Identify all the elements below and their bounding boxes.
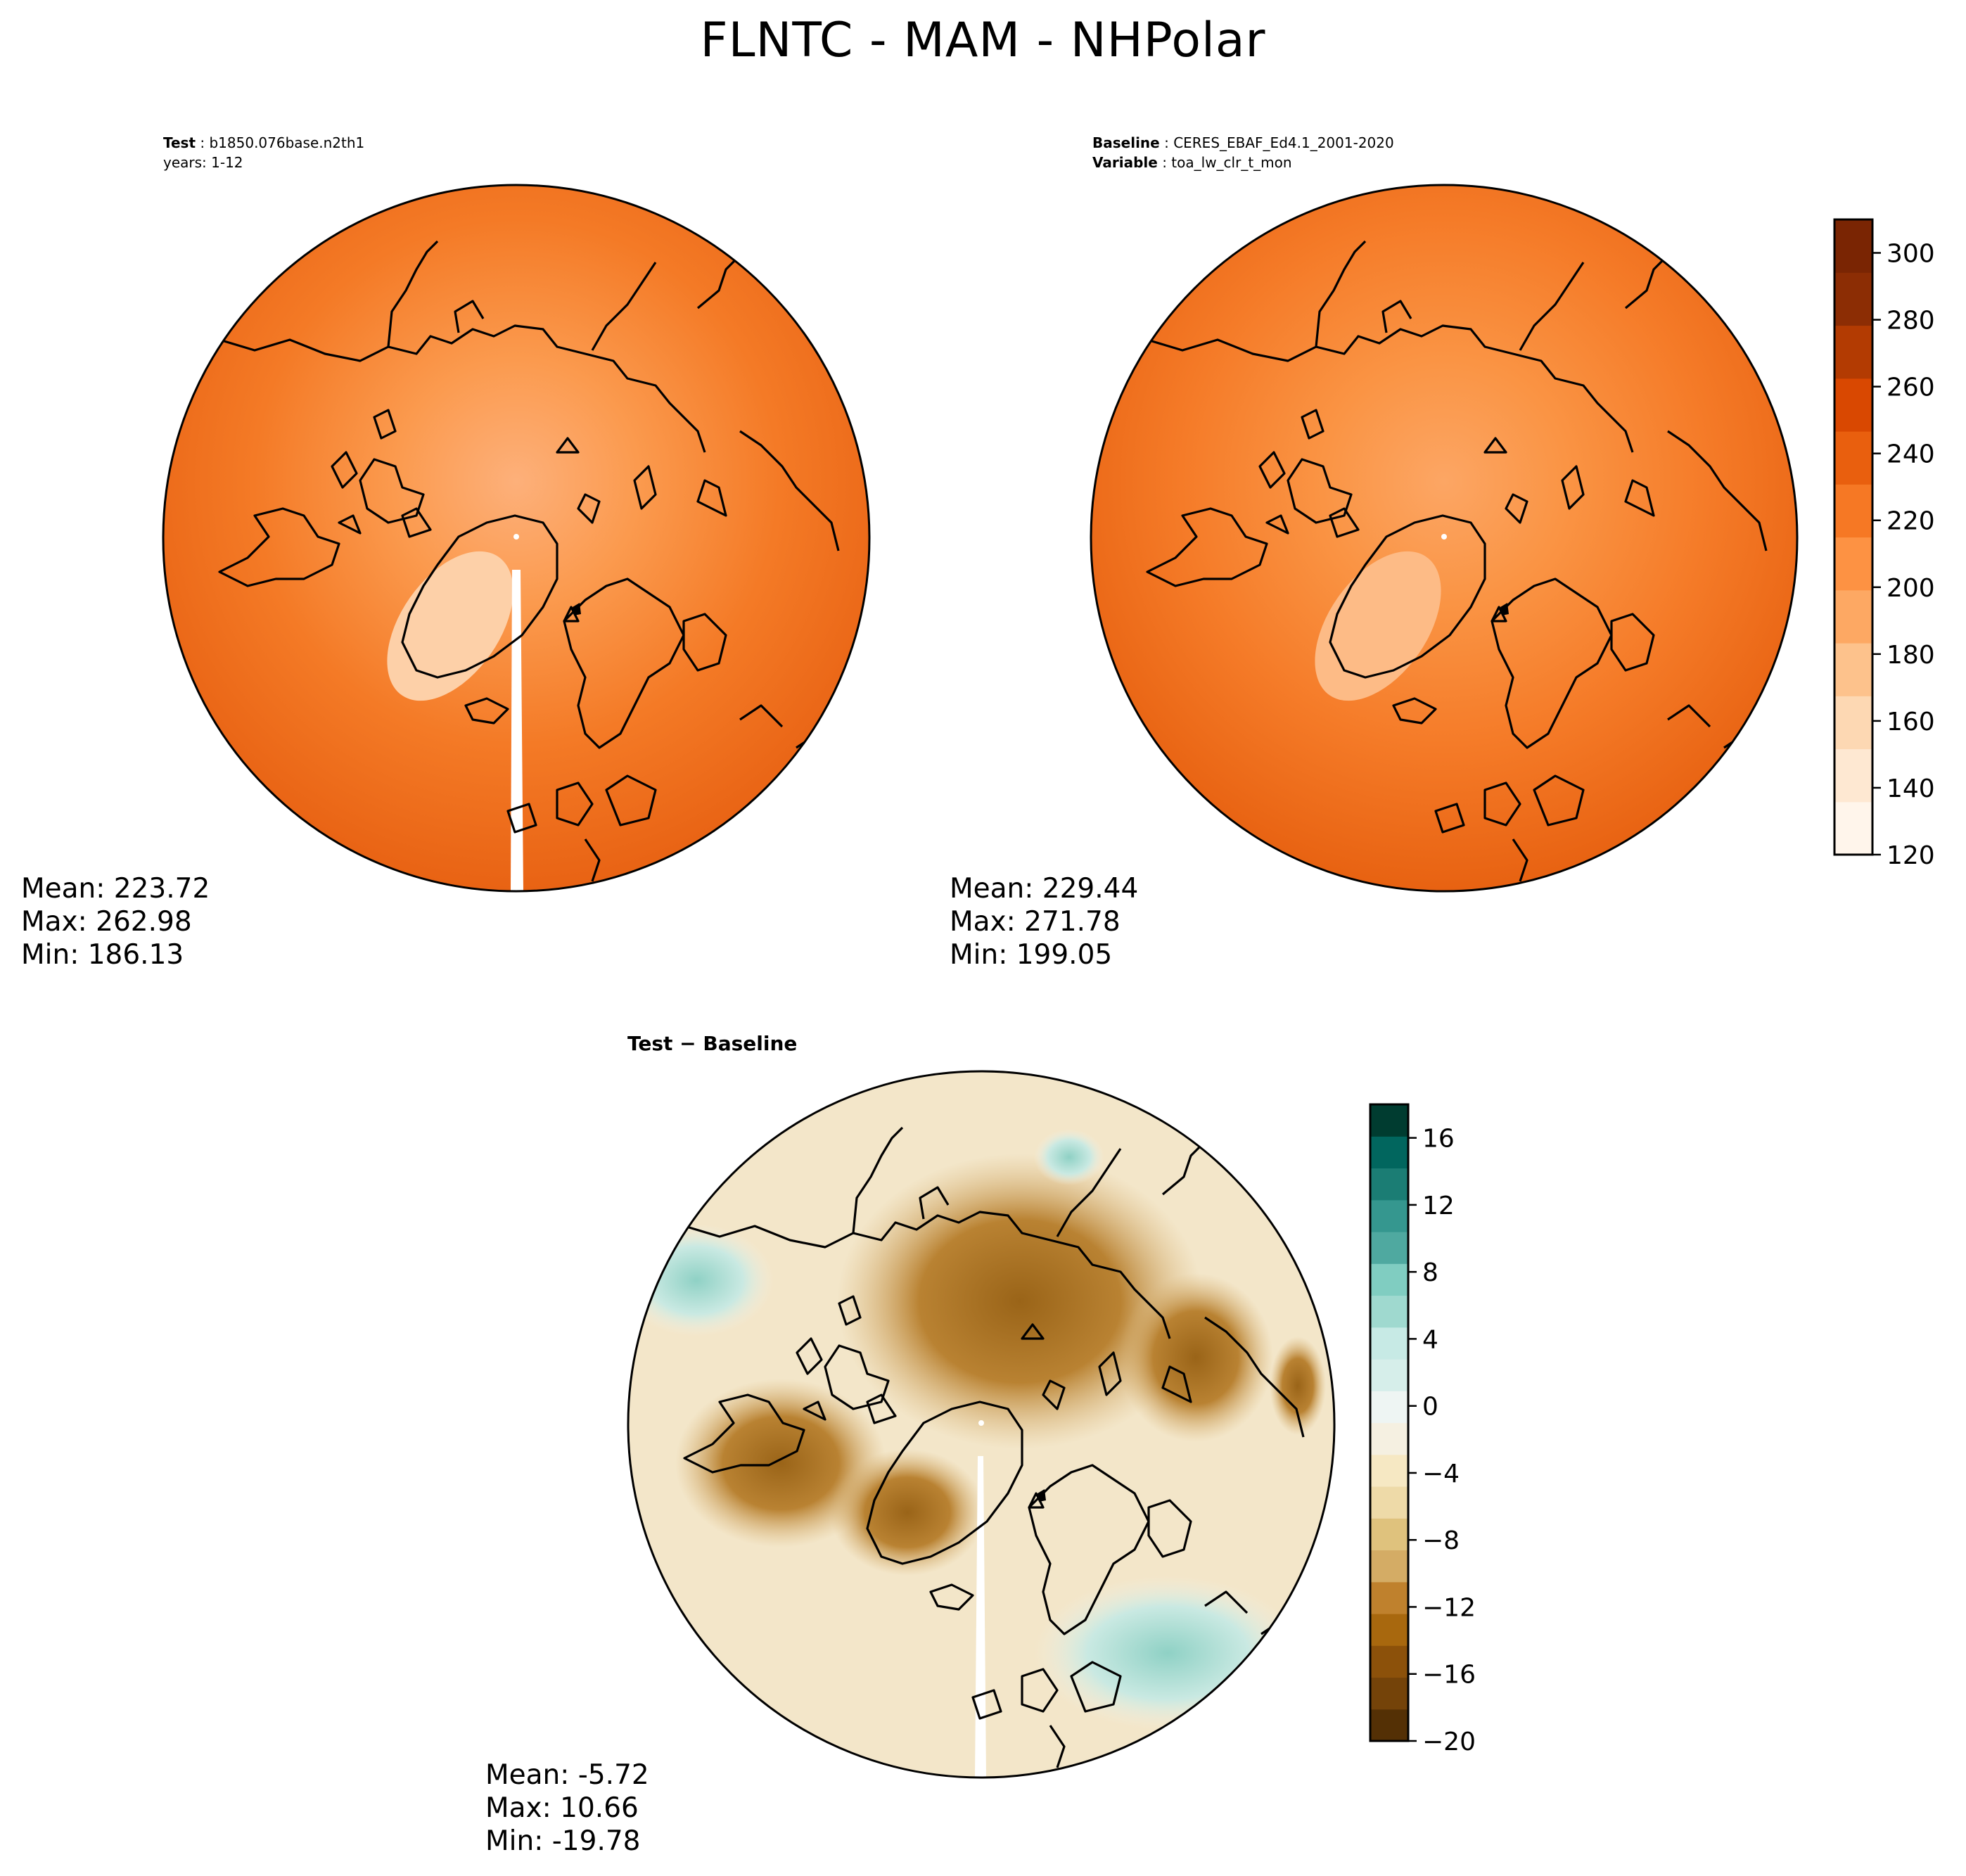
main-colorbar-tick-label: 280	[1887, 307, 1935, 336]
baseline-pole-dot	[1441, 534, 1447, 540]
diff-colorbar-swatch	[1370, 1422, 1408, 1455]
diff-colorbar-swatch	[1370, 1645, 1408, 1678]
main-colorbar-tick-label: 160	[1887, 708, 1935, 736]
main-colorbar-tick-label: 300	[1887, 240, 1935, 269]
test-mean: Mean: 223.72	[21, 873, 210, 905]
diff-colorbar-tick-label: −4	[1422, 1460, 1460, 1488]
test-label-value: b1850.076base.n2th1	[209, 134, 365, 151]
main-colorbar-tick-label: 120	[1887, 841, 1935, 870]
main-colorbar-swatch	[1834, 748, 1872, 803]
main-colorbar-frame	[1833, 218, 1874, 856]
diff-colorbar-tick-label: −20	[1422, 1728, 1476, 1756]
diff-colorbar: 16 12 8 4 0 −4 −8 −12 −16 −20	[1369, 1103, 1476, 1756]
diff-brown-region-east	[1270, 1336, 1326, 1435]
diff-min: Min: -19.78	[485, 1825, 641, 1857]
diff-max: Max: 10.66	[485, 1792, 639, 1824]
main-colorbar-tick-label: 220	[1887, 507, 1935, 536]
diff-colorbar-swatch	[1370, 1295, 1408, 1328]
test-max: Max: 262.98	[21, 906, 192, 938]
main-colorbar-tick-label: 140	[1887, 774, 1935, 803]
test-min: Min: 186.13	[21, 939, 184, 971]
baseline-map-border	[1090, 184, 1799, 893]
diff-colorbar-swatch	[1370, 1454, 1408, 1487]
diff-brown-region-siberia	[1118, 1273, 1273, 1442]
diff-colorbar-swatch	[1370, 1581, 1408, 1614]
main-colorbar-swatch	[1834, 801, 1872, 855]
baseline-min: Min: 199.05	[950, 939, 1113, 971]
baseline-variable: Variable : toa_lw_clr_t_mon	[1092, 154, 1292, 171]
diff-colorbar-swatch	[1370, 1136, 1408, 1169]
diff-colorbar-swatch	[1370, 1550, 1408, 1583]
diff-pole-dot	[978, 1420, 984, 1426]
diff-colorbar-tick-label: 8	[1422, 1258, 1438, 1287]
test-years: years: 1-12	[163, 154, 243, 171]
diff-colorbar-swatch	[1370, 1263, 1408, 1296]
diff-colorbar-swatch	[1370, 1104, 1408, 1137]
main-colorbar-swatch	[1834, 272, 1872, 326]
diff-colorbar-swatch	[1370, 1391, 1408, 1424]
baseline-mean: Mean: 229.44	[950, 873, 1139, 905]
baseline-variable-key: Variable	[1092, 154, 1158, 171]
diff-brown-region-arctic	[837, 1154, 1203, 1449]
diff-colorbar-swatch	[1370, 1168, 1408, 1201]
diff-colorbar-tick-label: −16	[1422, 1661, 1476, 1690]
test-stats: Mean: 223.72 Max: 262.98 Min: 186.13	[21, 872, 210, 971]
diff-colorbar-swatch	[1370, 1709, 1408, 1742]
diff-colorbar-swatch	[1370, 1359, 1408, 1391]
main-colorbar-swatch	[1834, 589, 1872, 644]
diff-map-border	[627, 1070, 1336, 1779]
diff-colorbar-swatch	[1370, 1232, 1408, 1264]
test-pole-dot	[513, 534, 519, 540]
test-map-border	[162, 184, 871, 893]
diff-colorbar-tick-label: 12	[1422, 1192, 1455, 1220]
baseline-map	[1090, 184, 1799, 893]
main-colorbar-swatch	[1834, 219, 1872, 273]
diff-colorbar-swatch	[1370, 1199, 1408, 1232]
baseline-label: Baseline : CERES_EBAF_Ed4.1_2001-2020	[1092, 134, 1394, 151]
diff-colorbar-tick-label: 16	[1422, 1125, 1455, 1154]
baseline-label-key: Baseline	[1092, 134, 1160, 151]
diff-mean: Mean: -5.72	[485, 1759, 649, 1791]
diff-map	[627, 1070, 1336, 1779]
page-title: FLNTC - MAM - NHPolar	[700, 13, 1266, 68]
diff-teal-region-bering	[1034, 1129, 1104, 1185]
baseline-variable-value: toa_lw_clr_t_mon	[1171, 154, 1292, 171]
diff-colorbar-frame	[1369, 1103, 1410, 1742]
main-colorbar-swatch	[1834, 431, 1872, 485]
baseline-stats: Mean: 229.44 Max: 271.78 Min: 199.05	[950, 872, 1138, 971]
diff-stats: Mean: -5.72 Max: 10.66 Min: -19.78	[485, 1759, 649, 1858]
diff-colorbar-swatch	[1370, 1486, 1408, 1519]
main-colorbar-swatch	[1834, 643, 1872, 696]
diff-colorbar-swatch	[1370, 1614, 1408, 1646]
main-colorbar-swatch	[1834, 378, 1872, 432]
diff-brown-region-greenland	[830, 1449, 985, 1576]
baseline-label-value: CERES_EBAF_Ed4.1_2001-2020	[1173, 134, 1394, 151]
main-colorbar-swatch	[1834, 325, 1872, 379]
main-colorbar-tick-label: 240	[1887, 440, 1935, 469]
main-colorbar-tick-label: 180	[1887, 641, 1935, 670]
test-map	[162, 184, 871, 893]
diff-seam	[975, 1456, 986, 1778]
main-colorbar-swatch	[1834, 696, 1872, 750]
baseline-max: Max: 271.78	[950, 906, 1121, 938]
test-label-key: Test	[163, 134, 196, 151]
test-label: Test : b1850.076base.n2th1	[163, 134, 365, 151]
diff-colorbar-tick-label: 4	[1422, 1325, 1438, 1354]
diff-colorbar-tick-label: −8	[1422, 1526, 1460, 1555]
test-seam	[511, 570, 523, 891]
diff-colorbar-swatch	[1370, 1518, 1408, 1551]
diff-colorbar-swatch	[1370, 1677, 1408, 1710]
diff-teal-region-alaska	[628, 1224, 774, 1336]
diff-colorbar-swatch	[1370, 1327, 1408, 1360]
diff-colorbar-tick-label: −12	[1422, 1593, 1476, 1622]
main-colorbar-swatch	[1834, 537, 1872, 591]
diff-title: Test − Baseline	[627, 1032, 798, 1055]
main-colorbar: 120 140 160 180 200 220 240 260 280 300	[1833, 218, 1935, 870]
main-colorbar-tick-label: 260	[1887, 374, 1935, 402]
main-colorbar-tick-label: 200	[1887, 574, 1935, 603]
diff-teal-region-europe	[1034, 1576, 1301, 1730]
diff-colorbar-tick-label: 0	[1422, 1393, 1438, 1422]
main-colorbar-swatch	[1834, 484, 1872, 538]
